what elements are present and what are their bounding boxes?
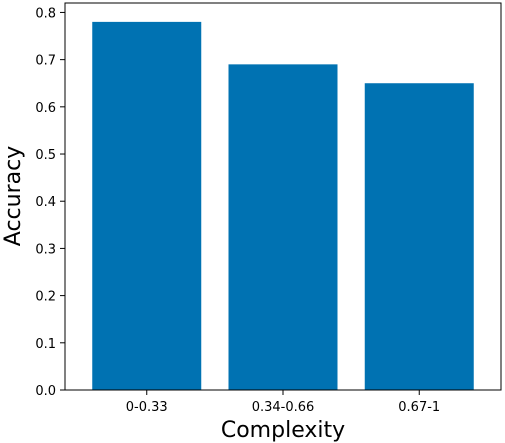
y-tick-label: 0.4 bbox=[35, 195, 56, 210]
y-tick-label: 0.8 bbox=[35, 6, 56, 21]
x-tick-label: 0.34-0.66 bbox=[252, 400, 315, 415]
y-tick-label: 0.7 bbox=[35, 54, 56, 69]
bar-0-0.33 bbox=[92, 21, 202, 390]
y-tick-label: 0.2 bbox=[35, 290, 56, 305]
x-tick-label: 0-0.33 bbox=[126, 400, 168, 415]
y-tick-label: 0.1 bbox=[35, 337, 56, 352]
y-tick-label: 0.5 bbox=[35, 148, 56, 163]
y-tick-label: 0.3 bbox=[35, 242, 56, 257]
x-axis: 0-0.33 0.34-0.66 0.67-1 bbox=[126, 390, 440, 415]
x-axis-title: Complexity bbox=[221, 418, 345, 443]
bar-0.67-1 bbox=[364, 83, 474, 391]
y-tick-label: 0.0 bbox=[35, 384, 56, 399]
y-axis-title: Accuracy bbox=[1, 146, 26, 246]
bar-0.34-0.66 bbox=[228, 64, 338, 390]
y-tick-label: 0.6 bbox=[35, 101, 56, 116]
y-axis: 0.0 0.1 0.2 0.3 0.4 0.5 0.6 0.7 0.8 bbox=[35, 6, 65, 399]
x-tick-label: 0.67-1 bbox=[398, 400, 440, 415]
bars-group bbox=[92, 21, 474, 391]
